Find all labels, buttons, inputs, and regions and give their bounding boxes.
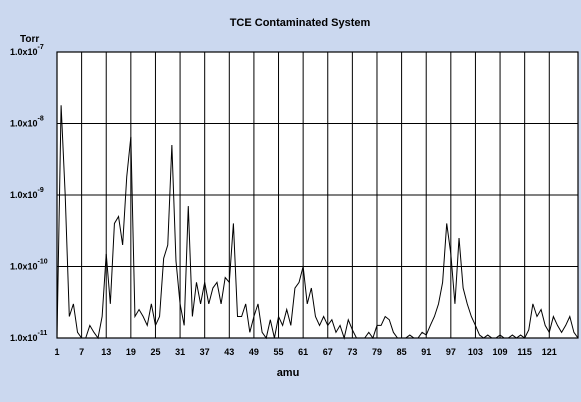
y-tick-label-exponent: -7 bbox=[38, 44, 44, 51]
y-tick-label: 1.0x10-8 bbox=[10, 116, 44, 129]
x-tick-label: 91 bbox=[421, 347, 431, 357]
x-tick-label: 103 bbox=[468, 347, 483, 357]
x-tick-label: 85 bbox=[397, 347, 407, 357]
x-tick-label: 49 bbox=[249, 347, 259, 357]
x-tick-label: 19 bbox=[126, 347, 136, 357]
chart-title: TCE Contaminated System bbox=[230, 17, 371, 29]
x-tick-label: 55 bbox=[274, 347, 284, 357]
x-tick-label: 121 bbox=[542, 347, 557, 357]
y-tick-label-base: 1.0x10 bbox=[10, 333, 38, 343]
x-tick-label: 31 bbox=[175, 347, 185, 357]
x-tick-label: 13 bbox=[101, 347, 111, 357]
y-tick-label: 1.0x10-11 bbox=[10, 330, 47, 343]
x-tick-label: 109 bbox=[493, 347, 508, 357]
spectrum-line bbox=[56, 105, 579, 340]
x-tick-label: 73 bbox=[347, 347, 357, 357]
x-tick-label: 67 bbox=[323, 347, 333, 357]
y-tick-label-base: 1.0x10 bbox=[10, 262, 38, 272]
x-tick-label: 97 bbox=[446, 347, 456, 357]
plot-border bbox=[56, 51, 579, 339]
y-tick-label-base: 1.0x10 bbox=[10, 190, 38, 200]
y-tick-label: 1.0x10-7 bbox=[10, 44, 44, 57]
x-tick-label: 7 bbox=[79, 347, 84, 357]
x-tick-label: 61 bbox=[298, 347, 308, 357]
x-axis-label: amu bbox=[277, 367, 300, 379]
y-tick-label-exponent: -8 bbox=[38, 116, 44, 123]
x-tick-label: 115 bbox=[517, 347, 532, 357]
y-tick-label-exponent: -9 bbox=[38, 187, 44, 194]
y-tick-label-exponent: -10 bbox=[38, 259, 48, 266]
x-tick-label: 37 bbox=[200, 347, 210, 357]
x-tick-label: 79 bbox=[372, 347, 382, 357]
x-tick-label: 25 bbox=[150, 347, 160, 357]
y-axis-label: Torr bbox=[20, 34, 39, 45]
y-tick-label: 1.0x10-10 bbox=[10, 259, 48, 272]
y-tick-label: 1.0x10-9 bbox=[10, 187, 44, 200]
y-tick-label-base: 1.0x10 bbox=[10, 47, 38, 57]
y-tick-label-base: 1.0x10 bbox=[10, 119, 38, 129]
y-tick-label-exponent: -11 bbox=[38, 330, 48, 337]
x-tick-label: 1 bbox=[54, 347, 59, 357]
x-tick-label: 43 bbox=[224, 347, 234, 357]
